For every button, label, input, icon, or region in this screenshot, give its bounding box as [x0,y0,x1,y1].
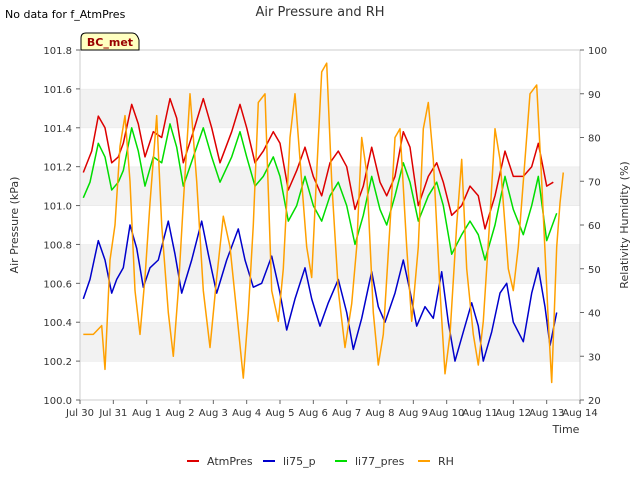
left-tick-label: 100.6 [43,279,72,290]
x-tick-label: Aug 4 [232,408,261,419]
x-tick-label: Jul 31 [98,408,127,419]
left-axis-ticks: 100.0 100.2 100.4 100.6 100.8 101.0 101.2 101.4… [43,46,80,407]
legend: AtmPres li75_p li77_pres RH [187,455,454,468]
y-axis-right-label: Relativity Humidity (%) [618,161,631,288]
legend-label-rh: RH [438,455,454,468]
x-tick-label: Aug 6 [299,408,328,419]
legend-label-atmpres: AtmPres [207,455,253,468]
right-tick-label: 90 [588,90,601,101]
x-tick-label: Aug 2 [165,408,194,419]
right-tick-label: 60 [588,221,601,232]
legend-label-li77-pres: li77_pres [355,455,405,468]
right-tick-label: 70 [588,177,601,188]
grid-band [80,361,580,400]
series-line-li75-p [82,220,558,362]
grid-band [80,88,580,128]
right-tick-label: 100 [588,46,607,57]
x-tick-label: Aug 10 [429,408,464,419]
series-line-rh [83,62,565,384]
right-tick-label: 80 [588,134,601,145]
nodata-note: No data for f_AtmPres [5,8,126,21]
x-tick-label: Jul 30 [65,408,94,419]
grid-band [80,50,580,89]
left-tick-label: 100.4 [43,318,72,329]
right-tick-label: 50 [588,265,601,276]
grid-band [80,322,580,362]
right-axis-ticks: 20 30 40 50 60 70 80 90 100 [580,46,607,407]
chart-title: Air Pressure and RH [255,5,384,20]
x-tick-label: Aug 9 [399,408,428,419]
x-tick-label: Aug 5 [265,408,294,419]
series-layer [82,62,565,384]
grid-band [80,283,580,323]
site-label-badge: BC_met [80,32,140,51]
x-tick-label: Aug 11 [462,408,497,419]
x-tick-label: Aug 3 [199,408,228,419]
left-tick-label: 101.0 [43,202,72,213]
right-tick-label: 40 [588,309,601,320]
x-axis-ticks: Jul 30 Jul 31 Aug 1 Aug 2 Aug 3 Aug 4 Aug 5 Aug… [65,400,598,419]
x-tick-label: Aug 8 [365,408,394,419]
y-axis-left-label: Air Pressure (kPa) [8,177,21,274]
x-tick-label: Aug 14 [562,408,597,419]
left-tick-label: 101.2 [43,163,72,174]
x-axis-label: Time [552,423,580,436]
left-tick-label: 100.2 [43,357,72,368]
x-tick-label: Aug 7 [332,408,361,419]
right-tick-label: 20 [588,396,601,407]
left-tick-label: 101.8 [43,46,72,57]
left-tick-label: 101.4 [43,124,72,135]
series-line-atmpres [82,97,554,230]
left-tick-label: 101.6 [43,85,72,96]
x-tick-label: Aug 1 [132,408,161,419]
series-line-li77-pres [82,123,558,261]
legend-label-li75-p: li75_p [283,455,316,468]
x-tick-label: Aug 13 [529,408,564,419]
left-tick-label: 100.8 [43,240,72,251]
right-tick-label: 30 [588,352,601,363]
plot-background-bands [80,49,580,400]
x-tick-label: Aug 12 [496,408,531,419]
left-tick-label: 100.0 [43,396,72,407]
grid-band [80,166,580,206]
site-label: BC_met [87,36,133,49]
